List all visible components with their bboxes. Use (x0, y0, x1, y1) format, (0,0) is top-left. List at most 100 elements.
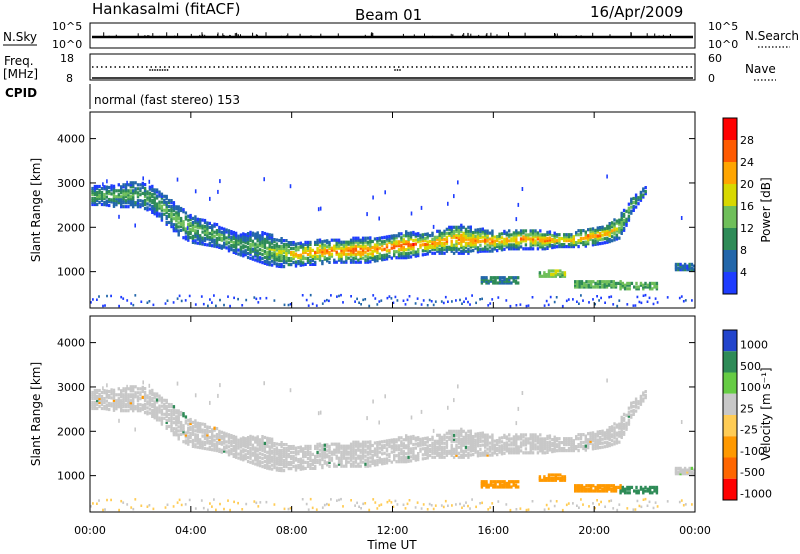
power-cell (596, 283, 600, 287)
power-cell (280, 253, 283, 257)
velocity-cell (393, 438, 396, 442)
velocity-cell (414, 436, 417, 440)
velocity-cell (450, 437, 453, 441)
power-cell (177, 215, 180, 219)
power-cell (419, 235, 422, 239)
velocity-cell (136, 409, 140, 413)
power-cell (364, 298, 367, 301)
power-cell (203, 226, 207, 231)
power-cell (402, 299, 405, 302)
power-cell (175, 217, 178, 221)
power-cell (175, 227, 178, 231)
power-cell (500, 246, 504, 250)
velocity-cell (524, 433, 528, 437)
velocity-cell (618, 440, 621, 444)
velocity-cell (589, 487, 593, 491)
power-cell (146, 208, 149, 212)
power-cell (189, 229, 192, 234)
power-cell (141, 203, 144, 207)
power-cell (479, 233, 482, 237)
velocity-cell (199, 422, 202, 426)
power-cell (218, 233, 221, 237)
power-cell (206, 221, 209, 225)
power-cell (209, 298, 211, 301)
freq-label: Freq. (4, 54, 34, 68)
velocity-cell (560, 447, 563, 451)
velocity-cell (321, 452, 324, 456)
power-cell (177, 225, 180, 229)
power-cell (481, 229, 484, 233)
velocity-y-tick-label: 4000 (57, 337, 85, 350)
velocity-cell (102, 386, 104, 391)
velocity-cell (115, 401, 118, 405)
velocity-cell (302, 449, 305, 453)
power-cell (547, 271, 551, 275)
velocity-cell (419, 447, 422, 451)
velocity-cell (395, 444, 398, 448)
velocity-colorbar-segment (723, 415, 737, 437)
power-cell (442, 301, 445, 305)
velocity-cell (182, 424, 185, 428)
power-cell (218, 225, 221, 229)
power-cell (455, 241, 458, 245)
power-cell (328, 299, 330, 303)
velocity-cell (108, 389, 111, 394)
velocity-cell (184, 439, 188, 443)
power-cell (483, 279, 486, 283)
power-cell (282, 251, 286, 255)
power-cell (378, 254, 381, 258)
power-cell (688, 264, 691, 268)
power-cell (622, 218, 626, 222)
power-cell (614, 283, 618, 287)
freq-tick-top: 18 (60, 52, 74, 65)
power-cell (275, 252, 279, 256)
power-cell (340, 242, 343, 246)
power-cell (618, 218, 621, 222)
velocity-cell (304, 466, 307, 470)
power-cell (189, 217, 192, 222)
power-cell (96, 198, 99, 203)
velocity-cell (361, 446, 365, 450)
velocity-cell (373, 441, 377, 445)
velocity-cell (316, 458, 319, 462)
power-cell (91, 198, 94, 203)
power-cell (397, 234, 401, 238)
power-cell (455, 243, 458, 247)
power-cell (203, 238, 207, 243)
velocity-cell (175, 431, 178, 435)
velocity-cell (91, 404, 94, 409)
power-cell (242, 250, 245, 254)
power-cell (579, 233, 583, 237)
power-cell (395, 250, 398, 254)
power-cell (450, 229, 453, 233)
velocity-cell (578, 485, 581, 489)
power-cell (270, 263, 274, 267)
velocity-cell (179, 432, 183, 436)
power-cell (182, 208, 185, 212)
power-cell (160, 216, 164, 220)
power-cell (501, 276, 504, 280)
velocity-cell (632, 410, 635, 415)
nave-dip (161, 69, 164, 71)
power-cell (464, 249, 468, 253)
velocity-cell (440, 453, 444, 457)
power-cell (497, 296, 500, 299)
velocity-cell (278, 462, 281, 466)
velocity-cell (266, 462, 269, 466)
velocity-cell (120, 389, 123, 393)
velocity-cell (270, 463, 274, 467)
velocity-cell (215, 427, 219, 431)
power-cell (206, 233, 209, 237)
velocity-cell (452, 437, 456, 441)
velocity-cell (496, 453, 499, 457)
velocity-cell (148, 397, 152, 401)
velocity-cell (239, 451, 243, 455)
velocity-cell (678, 500, 681, 504)
velocity-cell (452, 433, 456, 437)
power-cell (337, 258, 341, 262)
velocity-cell (381, 444, 384, 448)
velocity-cell (503, 435, 506, 439)
velocity-cell (175, 429, 178, 433)
power-cell (342, 248, 346, 252)
power-cell (278, 256, 281, 260)
